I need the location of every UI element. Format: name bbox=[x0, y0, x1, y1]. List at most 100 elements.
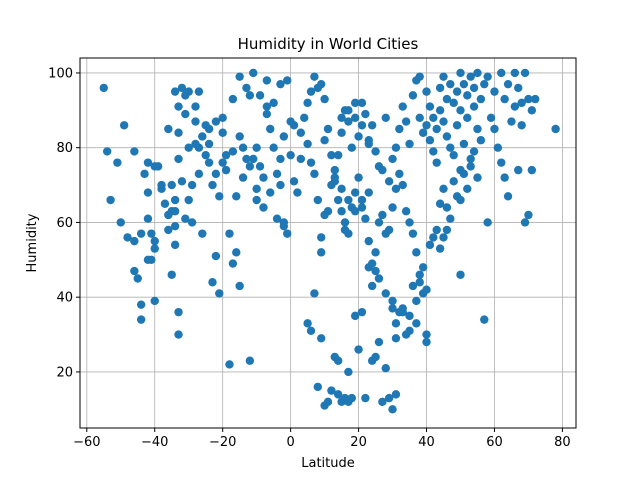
data-point bbox=[150, 236, 159, 246]
data-point bbox=[218, 113, 227, 122]
data-point bbox=[405, 139, 414, 149]
data-point bbox=[374, 337, 384, 347]
data-point bbox=[469, 83, 479, 93]
data-point bbox=[344, 195, 353, 205]
data-point bbox=[463, 184, 472, 194]
data-point bbox=[266, 188, 275, 197]
data-point bbox=[306, 87, 316, 96]
data-point bbox=[500, 94, 509, 104]
data-point bbox=[483, 72, 492, 81]
data-point bbox=[367, 281, 377, 291]
axis-ticks: −60 −40 −20 0 20 40 60 80 20 40 60 80 100 bbox=[48, 66, 571, 450]
data-point bbox=[391, 334, 401, 343]
data-point bbox=[503, 192, 513, 201]
data-point bbox=[442, 203, 452, 212]
data-point bbox=[255, 91, 265, 100]
data-point bbox=[238, 173, 248, 182]
data-point bbox=[262, 102, 272, 111]
data-point bbox=[119, 121, 129, 130]
data-point bbox=[211, 251, 221, 261]
x-tick-label: 40 bbox=[418, 435, 435, 450]
data-point bbox=[517, 98, 526, 108]
data-point bbox=[204, 124, 214, 134]
data-point bbox=[303, 139, 312, 149]
data-point bbox=[476, 136, 486, 145]
data-point bbox=[344, 117, 353, 126]
data-point bbox=[456, 195, 465, 205]
data-point bbox=[415, 113, 424, 122]
data-point bbox=[367, 121, 377, 130]
data-point bbox=[517, 121, 526, 130]
data-point bbox=[344, 106, 353, 115]
data-point bbox=[262, 76, 272, 85]
data-point bbox=[242, 154, 251, 164]
data-point bbox=[449, 177, 458, 186]
data-point bbox=[245, 162, 255, 171]
data-point bbox=[514, 83, 523, 93]
data-point bbox=[242, 83, 251, 93]
data-point bbox=[102, 147, 112, 156]
data-point bbox=[164, 210, 173, 220]
data-point bbox=[276, 79, 285, 89]
data-point bbox=[136, 315, 146, 324]
x-tick-label: 0 bbox=[286, 435, 294, 450]
data-point bbox=[350, 113, 360, 122]
data-point bbox=[123, 233, 132, 242]
data-point bbox=[524, 94, 533, 104]
data-point bbox=[497, 68, 506, 78]
data-point bbox=[456, 106, 465, 115]
data-point bbox=[218, 158, 227, 167]
data-point bbox=[136, 300, 146, 309]
data-point bbox=[473, 124, 482, 134]
data-point bbox=[170, 240, 180, 250]
data-point bbox=[327, 386, 336, 395]
data-point bbox=[252, 143, 261, 152]
data-point bbox=[480, 315, 489, 324]
data-point bbox=[446, 79, 455, 89]
data-point bbox=[276, 180, 285, 190]
data-point bbox=[439, 72, 448, 81]
data-point bbox=[143, 214, 153, 223]
data-point bbox=[283, 229, 292, 238]
data-point bbox=[435, 199, 445, 208]
data-point bbox=[184, 195, 193, 205]
data-point bbox=[425, 102, 435, 111]
data-point bbox=[174, 307, 183, 317]
data-point bbox=[310, 72, 319, 81]
data-point bbox=[357, 121, 367, 130]
data-point bbox=[194, 169, 204, 179]
data-point bbox=[330, 165, 339, 175]
data-point bbox=[371, 352, 380, 362]
data-point bbox=[415, 270, 424, 279]
data-point bbox=[456, 270, 465, 279]
data-point bbox=[449, 150, 458, 160]
data-point bbox=[215, 289, 224, 298]
y-axis-label: Humidity bbox=[25, 213, 40, 272]
data-point bbox=[463, 91, 472, 100]
data-point bbox=[262, 109, 272, 119]
data-point bbox=[221, 150, 231, 160]
data-point bbox=[442, 225, 452, 235]
chart-title: Humidity in World Cities bbox=[238, 35, 419, 53]
data-point bbox=[503, 79, 513, 89]
data-point bbox=[167, 180, 176, 190]
data-point bbox=[293, 188, 302, 197]
data-point bbox=[245, 91, 255, 100]
data-point bbox=[459, 139, 469, 149]
data-point bbox=[310, 169, 319, 179]
x-axis-label: Latitude bbox=[301, 456, 355, 471]
data-points bbox=[99, 68, 560, 414]
data-point bbox=[198, 229, 207, 238]
data-point bbox=[446, 214, 455, 223]
data-point bbox=[446, 143, 455, 152]
data-point bbox=[398, 180, 407, 190]
data-point bbox=[157, 184, 166, 194]
data-point bbox=[150, 296, 159, 306]
data-point bbox=[510, 68, 520, 78]
data-point bbox=[333, 150, 343, 160]
data-point bbox=[354, 132, 363, 141]
data-point bbox=[232, 248, 241, 257]
data-point bbox=[245, 356, 255, 365]
data-point bbox=[429, 147, 438, 156]
